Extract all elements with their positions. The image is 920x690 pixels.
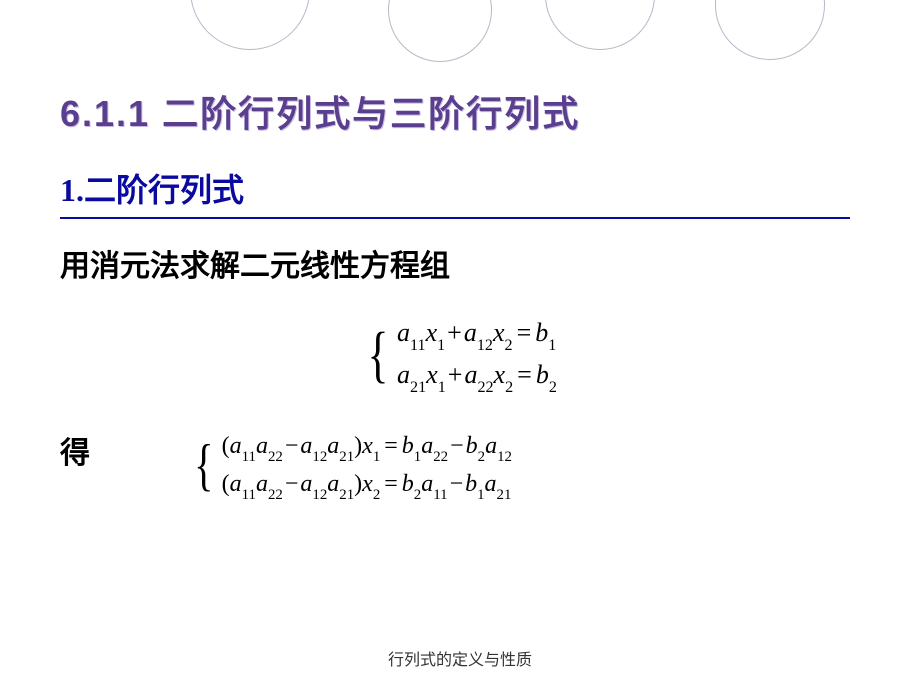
decorative-circles (0, 0, 920, 90)
result-row: 得 { (a11a22−a12a21)x1=b1a22−b2a12(a11a22… (60, 428, 860, 504)
footer-text: 行列式的定义与性质 (0, 646, 920, 670)
subtitle: 1.二阶行列式 (60, 172, 244, 208)
result-label: 得 (60, 428, 190, 472)
system-equations-2: { (a11a22−a12a21)x1=b1a22−b2a12(a11a22−a… (190, 428, 512, 504)
subtitle-row: 1.二阶行列式 (60, 165, 850, 219)
slide-content: 6.1.1 二阶行列式与三阶行列式 1.二阶行列式 用消元法求解二元线性方程组 … (60, 85, 860, 504)
main-title: 6.1.1 二阶行列式与三阶行列式 (60, 85, 860, 137)
intro-text: 用消元法求解二元线性方程组 (60, 241, 860, 285)
system-equations-1: { a11x1+a12x2=b1a21x1+a22x2=b2 (60, 313, 860, 398)
